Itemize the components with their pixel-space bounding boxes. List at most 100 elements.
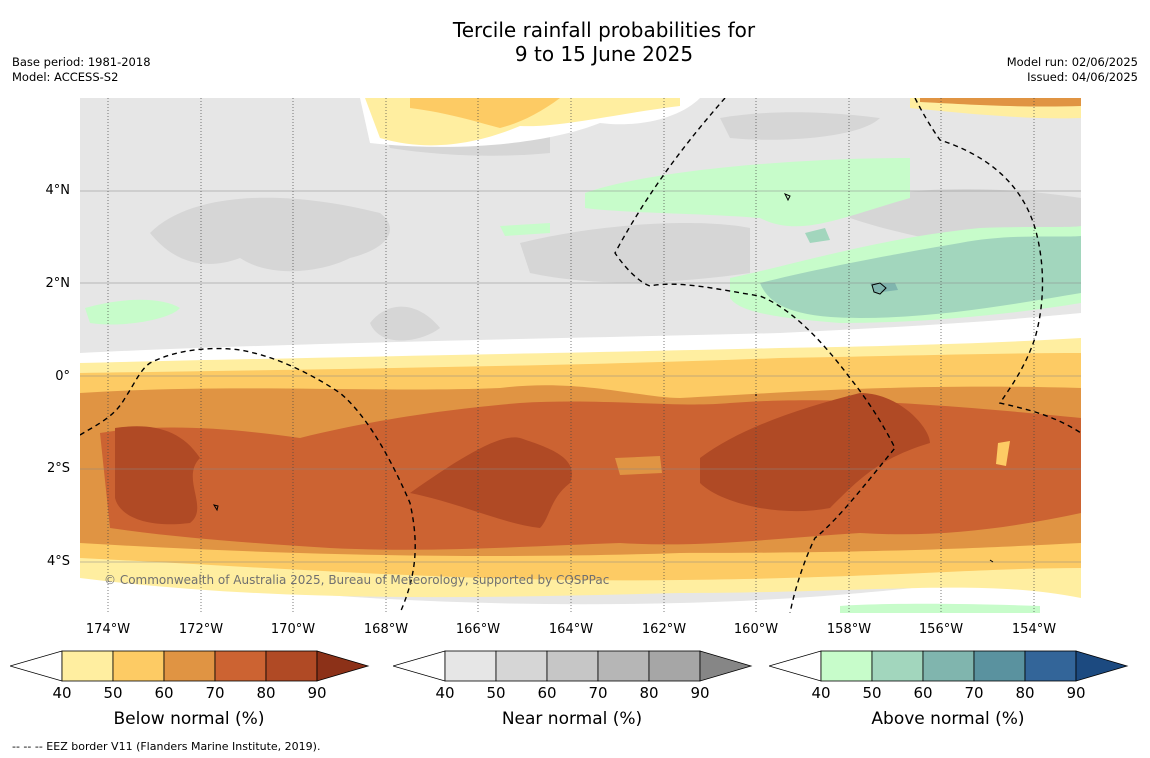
lat-label-4s: 4°S [46,554,70,569]
legend-near-swatch-3 [546,650,599,682]
legend-near-swatch-4 [597,650,650,682]
below-normal-80-core-east [700,393,930,512]
map-canvas [80,98,1081,613]
above-normal-40-west [85,299,180,325]
legend-above-swatch-1 [820,650,873,682]
legend-near-tick-70: 70 [588,684,608,702]
legend-near-swatch-5 [648,650,701,682]
base-period: Base period: 1981-2018 [12,55,151,69]
lon-label-164w: 164°W [548,622,594,637]
legend-below-tick-80: 80 [256,684,276,702]
legend-above-swatch-4 [973,650,1026,682]
map-area [80,98,1081,613]
legend-below-swatch-4 [214,650,267,682]
legend-near-title: Near normal (%) [501,709,643,729]
legend-above-title: Above normal (%) [871,709,1025,729]
legend-above-tick-70: 70 [964,684,984,702]
lat-gridlines [80,190,1081,563]
lat-label-2s: 2°S [46,461,70,476]
eez-border-central [614,98,896,613]
lon-label-156w: 156°W [918,622,964,637]
legend-below-tick-90: 90 [307,684,327,702]
legend-above-tick-50: 50 [862,684,882,702]
legend-below-title: Below normal (%) [113,709,265,729]
above-normal-50-patch [760,236,1081,318]
legend-below-normal-bar [10,650,370,682]
legend-near-under [393,650,446,682]
legend-near-swatch-1 [444,650,497,682]
near-normal-50-patch-b [150,197,390,272]
above-normal-50-islet [805,228,830,243]
legend-below-tick-60: 60 [154,684,174,702]
near-normal-50-patch-d [370,306,440,341]
legend-near-tick-90: 90 [690,684,710,702]
below-normal-50-ne [920,98,1081,107]
eez-borders [80,98,1081,613]
lon-label-158w: 158°W [826,622,872,637]
below-normal-80-core-center [410,437,572,528]
lon-label-170w: 170°W [270,622,316,637]
lat-label-4n: 4°N [45,183,71,198]
model-run: Model run: 02/06/2025 [1006,55,1138,69]
below-normal-50-north [410,98,560,128]
eez-border-east [914,98,1081,434]
below-normal-60-islet [615,456,662,475]
legend-near-tick-50: 50 [486,684,506,702]
below-normal-80-core-west [115,426,200,525]
lat-label-2n: 2°N [45,276,71,291]
model-name: Model: ACCESS-S2 [12,70,119,84]
above-normal-40-south [840,603,1040,613]
below-normal-50-islet [996,441,1010,466]
legend-above-tick-80: 80 [1015,684,1035,702]
meta-left: Base period: 1981-2018 Model: ACCESS-S2 [12,55,151,85]
legend-above-over [1075,650,1129,682]
map-title-line2: 9 to 15 June 2025 [514,42,694,66]
white-band-south [80,568,1081,613]
map-title: Tercile rainfall probabilities for 9 to … [0,18,1150,66]
map-title-line1: Tercile rainfall probabilities for [452,18,756,42]
lon-label-160w: 160°W [733,622,779,637]
legend-above-swatch-2 [871,650,924,682]
legend-below-tick-50: 50 [103,684,123,702]
legend-below-swatch-1 [61,650,114,682]
lon-label-162w: 162°W [641,622,687,637]
legend-below-under [10,650,63,682]
legend-above-swatch-3 [922,650,975,682]
legend-above-swatch-5 [1024,650,1077,682]
legend-below-tick-40: 40 [52,684,72,702]
island-e [989,559,994,563]
legend-near-over [699,650,753,682]
legend-above-tick-40: 40 [811,684,831,702]
issued-date: Issued: 04/06/2025 [1027,70,1138,84]
eez-border-west [80,347,416,613]
legend-below-swatch-5 [265,650,318,682]
legend-near-tick-40: 40 [435,684,455,702]
legend-above-under [769,650,822,682]
legend-near-normal-bar [393,650,753,682]
legend-near-tick-60: 60 [537,684,557,702]
legend-below-tick-70: 70 [205,684,225,702]
above-normal-40-north [585,158,910,227]
lon-label-154w: 154°W [1011,622,1057,637]
lon-label-166w: 166°W [455,622,501,637]
island-c [212,504,219,512]
lon-gridlines [107,98,1035,613]
above-normal-60-islet [870,283,898,293]
legend-above-tick-60: 60 [913,684,933,702]
copyright-notice: © Commonwealth of Australia 2025, Bureau… [104,573,610,587]
legend-near-swatch-2 [495,650,548,682]
eez-footnote: -- -- -- EEZ border V11 (Flanders Marine… [12,740,321,753]
lat-label-0: 0° [55,369,70,384]
island-b [783,193,791,202]
lon-label-172w: 172°W [178,622,224,637]
lon-label-174w: 174°W [85,622,131,637]
legend-below-over [316,650,370,682]
legend-above-normal-bar [769,650,1129,682]
island-a [871,282,887,295]
legend-near-tick-80: 80 [639,684,659,702]
legend-above-tick-90: 90 [1066,684,1086,702]
near-normal-50-patch-f [720,112,880,140]
above-normal-40-small [500,223,550,236]
islands [212,193,994,563]
near-normal-50-patch-c [520,223,750,283]
